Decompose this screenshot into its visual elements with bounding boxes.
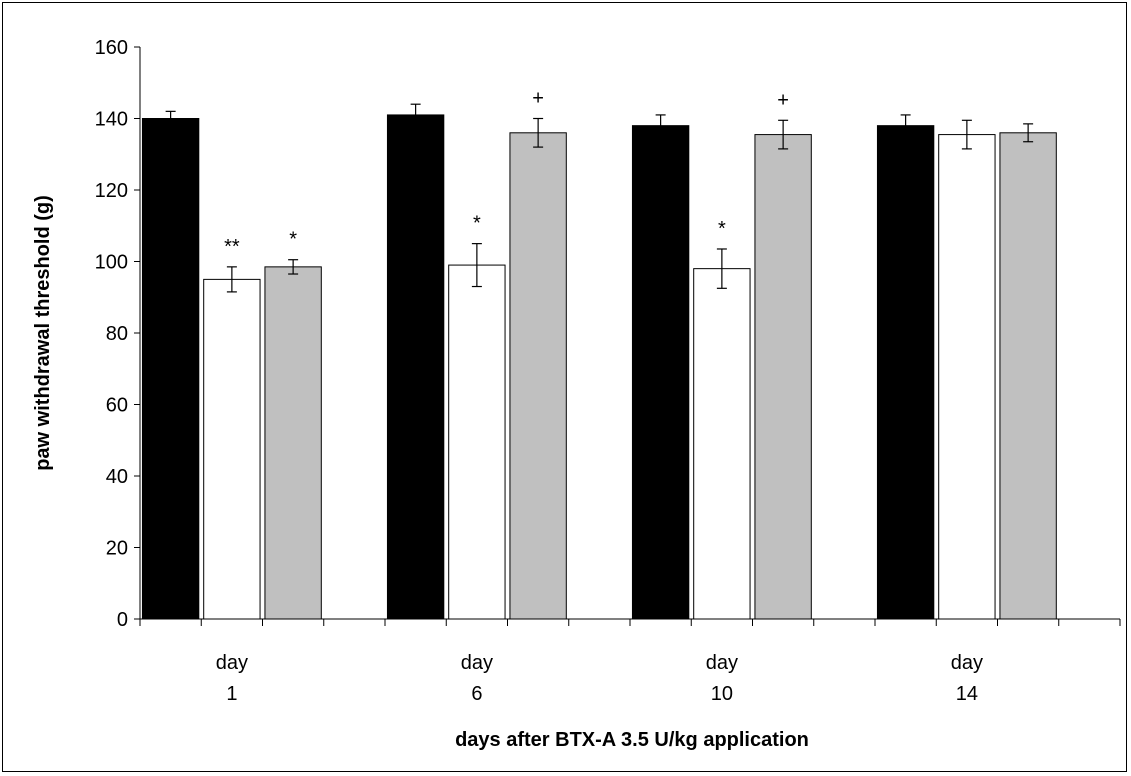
bar — [631, 125, 690, 620]
y-tick-label: 80 — [106, 323, 128, 345]
y-tick-label: 100 — [95, 252, 128, 274]
significance-marker: + — [532, 88, 544, 110]
bar — [999, 132, 1057, 620]
x-category-label-line1: day — [951, 652, 983, 674]
x-category-label-line2: 1 — [226, 683, 237, 705]
bar — [448, 264, 506, 620]
bar — [754, 134, 812, 620]
x-category-label-line1: day — [706, 652, 738, 674]
y-axis-title: paw withdrawal threshold (g) — [32, 195, 54, 471]
x-category-label-line1: day — [461, 652, 493, 674]
significance-marker: * — [718, 218, 726, 240]
y-tick-label: 160 — [95, 37, 128, 59]
x-category-label-line2: 10 — [711, 683, 733, 705]
y-tick-label: 40 — [106, 466, 128, 488]
bar — [876, 125, 935, 620]
significance-marker: ** — [224, 236, 240, 258]
x-axis-title: days after BTX-A 3.5 U/kg application — [455, 729, 809, 751]
x-category-label-line2: 14 — [956, 683, 978, 705]
bar — [264, 266, 322, 620]
y-tick-label: 120 — [95, 180, 128, 202]
bar — [386, 114, 445, 620]
y-tick-label: 60 — [106, 395, 128, 417]
x-category-label-line1: day — [216, 652, 248, 674]
significance-marker: * — [473, 213, 481, 235]
y-tick-label: 0 — [117, 609, 128, 631]
bar — [693, 268, 751, 620]
x-category-label-line2: 6 — [471, 683, 482, 705]
y-tick-label: 20 — [106, 538, 128, 560]
significance-marker: * — [289, 229, 297, 251]
bar — [509, 132, 567, 620]
significance-marker: + — [777, 89, 789, 111]
bar — [938, 134, 996, 620]
y-tick-label: 140 — [95, 109, 128, 131]
bar — [203, 278, 261, 620]
bar — [141, 118, 200, 620]
